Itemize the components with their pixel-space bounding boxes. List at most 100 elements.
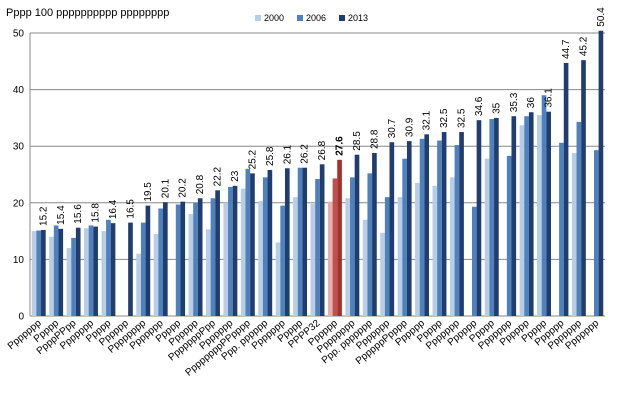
bar <box>258 201 263 316</box>
bar <box>441 132 447 316</box>
value-label: 44.7 <box>561 39 572 59</box>
bar <box>476 120 482 316</box>
bar <box>193 202 198 316</box>
value-label: 28.8 <box>369 129 380 149</box>
value-label: 23 <box>230 170 241 182</box>
bar <box>180 201 186 316</box>
bar <box>563 62 569 316</box>
value-label: 32.5 <box>457 108 468 128</box>
bar <box>36 230 42 316</box>
value-label: 15.2 <box>38 206 49 226</box>
bar <box>106 219 111 316</box>
bar <box>31 231 37 316</box>
bar <box>267 169 273 316</box>
bar <box>559 142 564 316</box>
legend-label: 2006 <box>306 13 326 23</box>
bar <box>327 201 333 316</box>
bar <box>537 115 542 316</box>
bar <box>593 150 599 316</box>
bar <box>210 198 216 316</box>
bar <box>350 177 355 316</box>
bar <box>419 138 425 316</box>
bar <box>576 121 582 316</box>
value-label: 16.4 <box>108 199 119 219</box>
y-tick-label: 20 <box>13 198 25 209</box>
value-label: 15.4 <box>56 205 67 225</box>
value-label: 26.8 <box>317 140 328 160</box>
value-label: 50.4 <box>596 7 607 27</box>
bar <box>110 223 116 316</box>
value-label: 20.8 <box>195 174 206 194</box>
bar <box>511 116 517 317</box>
bar <box>158 208 164 316</box>
bar <box>397 197 403 316</box>
bar <box>75 227 81 316</box>
bar <box>372 152 377 316</box>
bar <box>332 178 338 316</box>
bar <box>310 203 316 316</box>
bar <box>128 222 133 316</box>
bar <box>66 248 72 316</box>
bar <box>528 112 534 317</box>
bar <box>93 226 98 316</box>
value-label: 16.5 <box>125 199 136 219</box>
bar <box>362 219 368 316</box>
bar <box>367 173 373 316</box>
value-label: 35.3 <box>509 92 520 112</box>
value-label: 36.1 <box>544 88 555 108</box>
bar <box>541 95 547 316</box>
bar <box>449 177 455 316</box>
bar <box>319 164 325 316</box>
value-label: 22.2 <box>213 166 224 186</box>
bar <box>58 228 64 316</box>
bar <box>163 202 168 316</box>
bar <box>524 116 529 317</box>
bar <box>380 232 385 316</box>
value-label: 19.5 <box>143 182 154 202</box>
bar <box>228 186 233 316</box>
value-label: 32.5 <box>439 108 450 128</box>
value-label: 25.8 <box>265 146 276 166</box>
bar <box>88 225 94 316</box>
bar <box>571 152 577 316</box>
chart-title: Pppp 100 pppppppppp pppppppp <box>6 7 169 19</box>
y-tick-label: 10 <box>13 255 25 266</box>
legend-label: 2013 <box>348 13 368 23</box>
bar <box>280 205 285 316</box>
bar <box>275 242 281 316</box>
bar <box>506 155 512 316</box>
bar <box>437 140 442 316</box>
value-label: 36 <box>526 97 537 109</box>
bar <box>245 168 251 316</box>
value-label: 35 <box>491 102 502 114</box>
bar <box>84 228 89 316</box>
bar <box>232 185 238 316</box>
value-label: 45.2 <box>579 36 590 56</box>
value-label: 15.6 <box>73 204 84 224</box>
value-label: 25.2 <box>247 149 258 169</box>
bar <box>49 236 54 316</box>
bar <box>546 111 551 316</box>
bar <box>598 30 604 317</box>
y-tick-label: 40 <box>13 85 25 96</box>
bar <box>205 229 211 316</box>
value-label: 34.6 <box>474 96 485 116</box>
bar <box>223 202 229 316</box>
y-tick-label: 0 <box>18 312 24 323</box>
y-tick-label: 50 <box>13 29 25 40</box>
bar <box>354 154 360 316</box>
bar <box>175 204 181 316</box>
legend-swatch <box>339 15 345 21</box>
value-label: 26.1 <box>282 144 293 164</box>
bar <box>297 167 303 316</box>
bar <box>302 167 308 316</box>
bar <box>53 225 59 316</box>
legend-label: 2000 <box>264 13 284 23</box>
bar <box>459 132 464 316</box>
bar <box>240 188 246 316</box>
value-label: 30.9 <box>404 117 415 137</box>
bar <box>581 60 586 316</box>
value-label: 28.5 <box>352 131 363 151</box>
bar <box>345 198 351 316</box>
